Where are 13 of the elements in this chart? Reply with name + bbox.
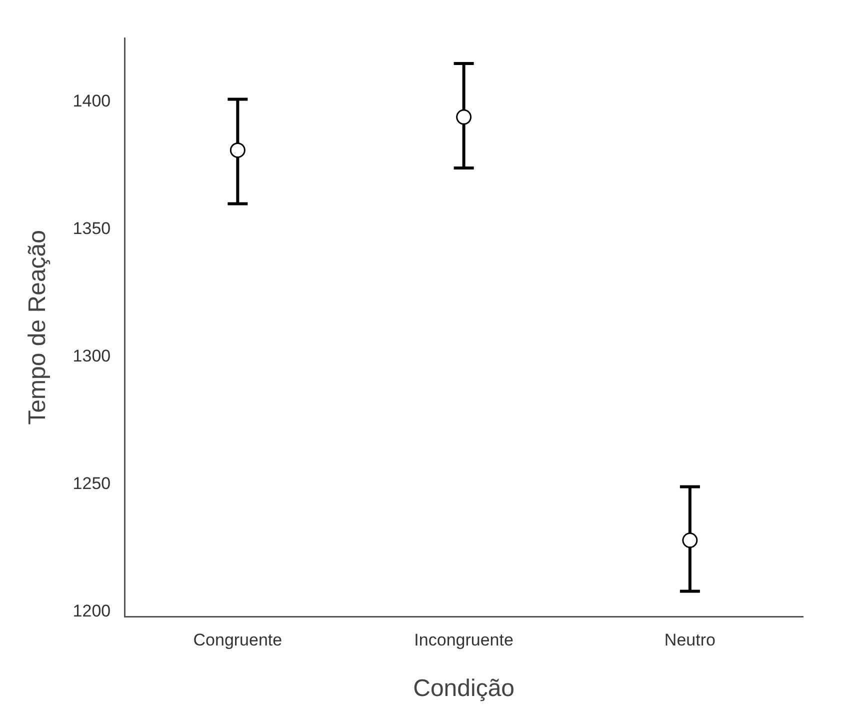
x-axis-title: Condição <box>413 675 515 702</box>
point <box>230 142 246 158</box>
x-tick-label: Congruente <box>193 630 282 650</box>
y-tick-label: 1400 <box>72 91 111 110</box>
y-tick-label: 1350 <box>72 218 111 238</box>
y-tick-label: 1200 <box>72 601 111 620</box>
y-tick-label: 1250 <box>72 474 111 493</box>
point <box>682 532 698 548</box>
y-tick-label: 1300 <box>72 346 111 366</box>
point <box>456 109 472 125</box>
x-tick-label: Neutro <box>664 630 716 650</box>
x-tick-label: Incongruente <box>414 630 514 650</box>
y-axis-title: Tempo de Reação <box>24 230 52 425</box>
